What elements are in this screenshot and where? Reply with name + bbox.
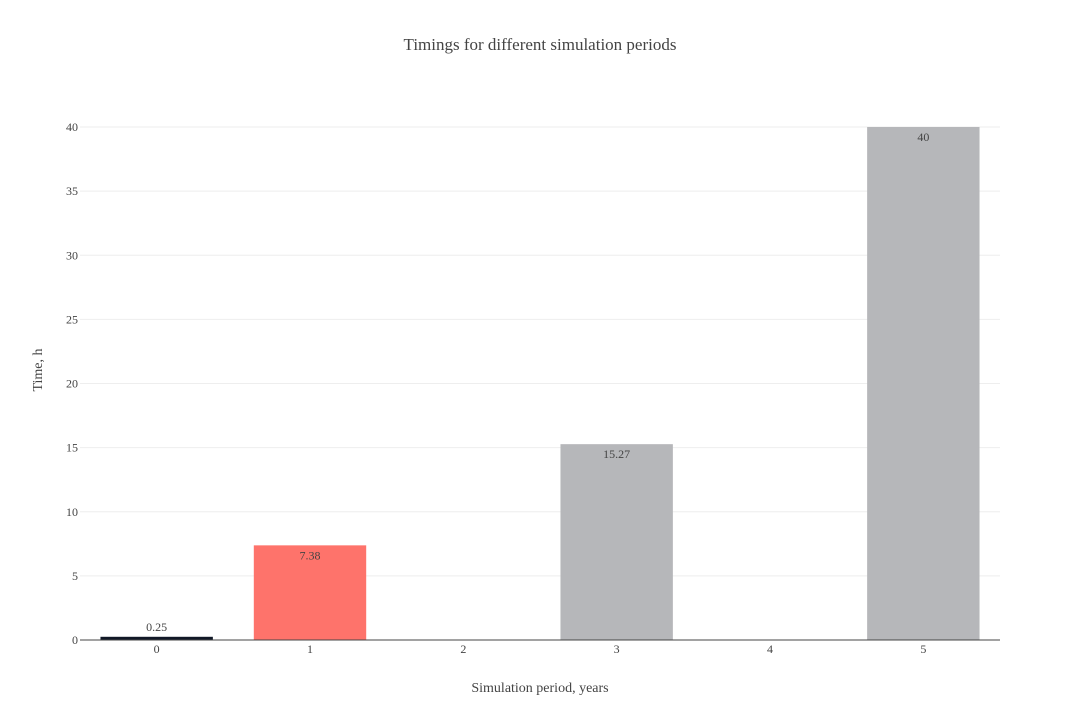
- x-tick-label: 4: [767, 642, 773, 656]
- bar-3: [560, 444, 673, 640]
- bars: [100, 127, 980, 640]
- bar-0: [100, 636, 213, 640]
- bar-value-label: 15.27: [603, 447, 630, 461]
- y-tick-label: 5: [72, 569, 78, 583]
- gridlines: [80, 126, 1000, 577]
- bar-value-label: 7.38: [300, 548, 321, 562]
- chart-title: Timings for different simulation periods: [404, 35, 677, 54]
- y-tick-label: 0: [72, 633, 78, 647]
- x-axis-title: Simulation period, years: [471, 681, 608, 696]
- x-tick-label: 1: [307, 642, 313, 656]
- y-tick-label: 25: [66, 312, 78, 326]
- x-tick-label: 3: [614, 642, 620, 656]
- y-tick-label: 35: [66, 184, 78, 198]
- bar-value-labels: 0.25 7.38 15.27 40: [146, 130, 929, 634]
- y-tick-label: 15: [66, 441, 78, 455]
- bar-5: [867, 127, 980, 640]
- x-tick-label: 0: [154, 642, 160, 656]
- bar-1: [253, 545, 367, 640]
- x-tick-label: 2: [460, 642, 466, 656]
- x-axis-ticks: 0 1 2 3 4 5: [154, 642, 927, 656]
- y-tick-label: 30: [66, 248, 78, 262]
- y-axis-ticks: 0 5 10 15 20 25 30 35 40: [66, 120, 78, 647]
- y-tick-label: 40: [66, 120, 78, 134]
- y-tick-label: 20: [66, 377, 78, 391]
- y-axis-title: Time, h: [31, 348, 46, 391]
- bar-value-label: 40: [917, 130, 929, 144]
- bar-value-label: 0.25: [146, 620, 167, 634]
- x-tick-label: 5: [920, 642, 926, 656]
- y-tick-label: 10: [66, 505, 78, 519]
